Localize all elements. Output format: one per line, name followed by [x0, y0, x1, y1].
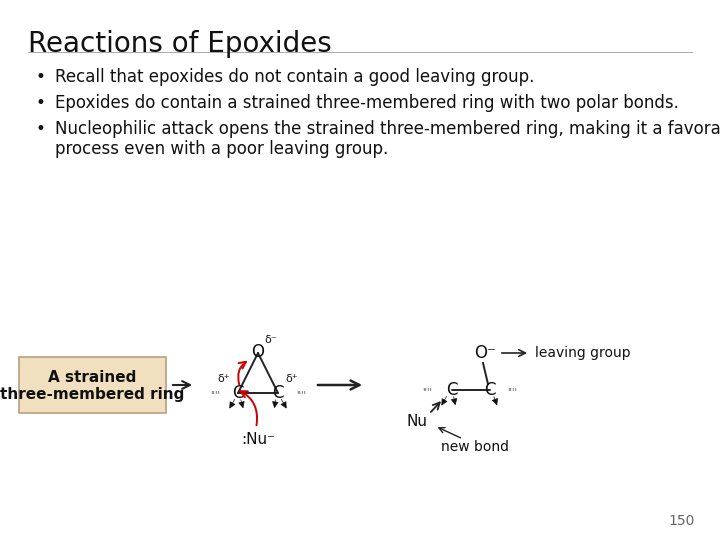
Text: new bond: new bond	[441, 440, 509, 454]
Text: :Nu⁻: :Nu⁻	[241, 433, 275, 448]
Text: three-membered ring: three-membered ring	[0, 387, 185, 402]
Text: C: C	[485, 381, 496, 399]
Text: O⁻: O⁻	[474, 344, 496, 362]
Text: •: •	[35, 120, 45, 138]
Text: '''': ''''	[210, 390, 220, 400]
Text: Reactions of Epoxides: Reactions of Epoxides	[28, 30, 332, 58]
Text: 150: 150	[669, 514, 695, 528]
Text: Nu: Nu	[407, 415, 428, 429]
FancyBboxPatch shape	[19, 357, 166, 413]
Text: δ⁺: δ⁺	[286, 374, 298, 384]
Text: '''': ''''	[507, 387, 517, 397]
Text: process even with a poor leaving group.: process even with a poor leaving group.	[55, 140, 388, 158]
Text: Nucleophilic attack opens the strained three-membered ring, making it a favorabl: Nucleophilic attack opens the strained t…	[55, 120, 720, 138]
Text: '''': ''''	[422, 387, 432, 397]
Text: C: C	[446, 381, 458, 399]
Text: C: C	[272, 384, 284, 402]
Text: A strained: A strained	[48, 369, 137, 384]
Text: δ⁺: δ⁺	[217, 374, 230, 384]
Text: '''': ''''	[296, 390, 306, 400]
Text: •: •	[35, 94, 45, 112]
Text: •: •	[35, 68, 45, 86]
Text: Epoxides do contain a strained three-membered ring with two polar bonds.: Epoxides do contain a strained three-mem…	[55, 94, 679, 112]
Text: Recall that epoxides do not contain a good leaving group.: Recall that epoxides do not contain a go…	[55, 68, 534, 86]
Text: leaving group: leaving group	[535, 346, 631, 360]
Text: O: O	[251, 343, 264, 361]
Text: C: C	[233, 384, 244, 402]
Text: δ⁻: δ⁻	[264, 335, 276, 345]
